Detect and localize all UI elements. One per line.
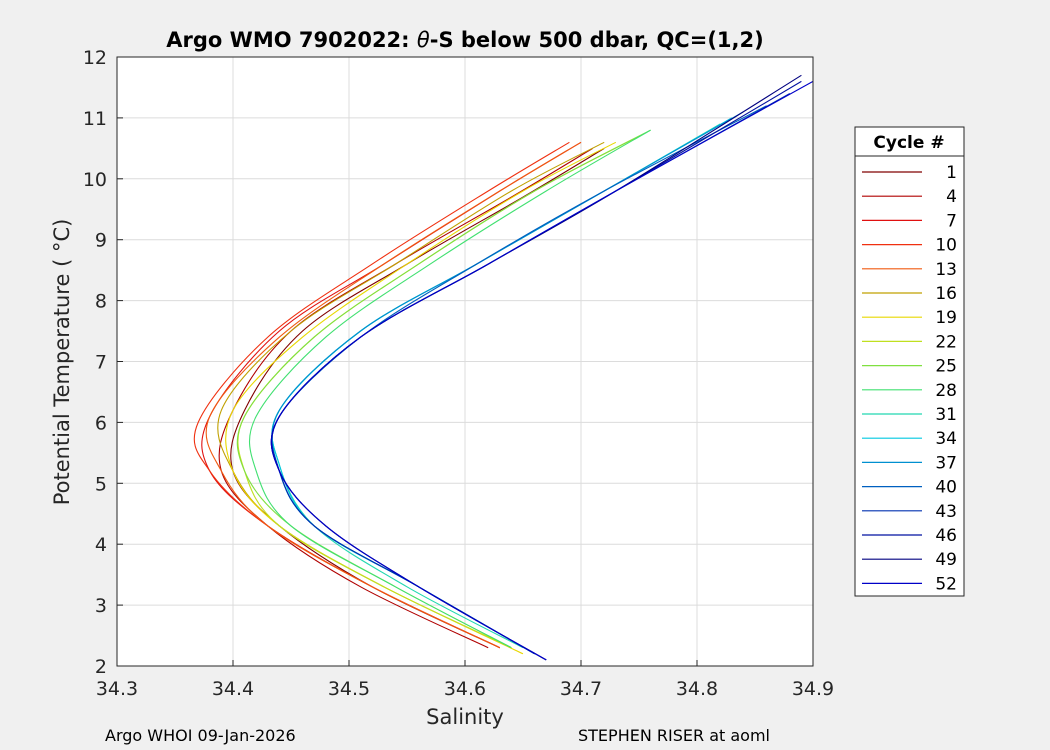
y-tick-label: 10 (83, 169, 107, 191)
legend: Cycle # 1 4 7 10 13 16 19 22 25 28 31 34 37 40 43 46 49 5… (854, 126, 965, 597)
legend-label-cycle-46: 46 (935, 526, 957, 546)
legend-label-cycle-43: 43 (935, 502, 957, 522)
legend-box (854, 126, 965, 597)
y-tick-label: 2 (95, 656, 107, 678)
y-axis-label: Potential Temperature ( °C) (50, 219, 74, 506)
x-axis-ticks: 34.3 34.4 34.5 34.6 34.7 34.8 34.9 (96, 660, 834, 700)
footer-right: STEPHEN RISER at aoml (578, 726, 770, 745)
legend-label-cycle-13: 13 (935, 260, 957, 280)
legend-label-cycle-37: 37 (935, 453, 957, 473)
x-tick-label: 34.4 (212, 678, 254, 700)
chart-title: Argo WMO 7902022: θ-S below 500 dbar, QC… (166, 28, 763, 52)
footer-left: Argo WHOI 09-Jan-2026 (105, 726, 296, 745)
y-tick-label: 7 (95, 352, 107, 374)
series-line-cycle-52 (270, 80, 814, 661)
legend-label-cycle-52: 52 (935, 574, 957, 594)
x-tick-label: 34.7 (560, 678, 602, 700)
y-tick-label: 4 (95, 534, 107, 556)
x-tick-label: 34.6 (444, 678, 486, 700)
profile-series (193, 74, 814, 661)
legend-label-cycle-40: 40 (935, 478, 957, 498)
series-line-cycle-13 (205, 141, 582, 649)
legend-label-cycle-16: 16 (935, 284, 957, 304)
y-tick-label: 5 (95, 473, 107, 495)
y-tick-label: 12 (83, 47, 107, 69)
y-tick-label: 9 (95, 230, 107, 252)
x-axis-label: Salinity (426, 705, 504, 729)
legend-label-cycle-19: 19 (935, 308, 957, 328)
legend-label-cycle-22: 22 (935, 332, 957, 352)
legend-label-cycle-31: 31 (935, 405, 957, 425)
x-tick-label: 34.8 (676, 678, 718, 700)
legend-label-cycle-7: 7 (946, 211, 957, 231)
x-tick-label: 34.5 (328, 678, 370, 700)
y-tick-label: 8 (95, 291, 107, 313)
y-axis-ticks: 2 3 4 5 6 7 8 9 10 11 12 (83, 47, 123, 678)
legend-label-cycle-34: 34 (935, 429, 957, 449)
series-line-cycle-1 (230, 147, 605, 649)
legend-label-cycle-28: 28 (935, 381, 957, 401)
x-tick-label: 34.3 (96, 678, 138, 700)
series-line-cycle-28 (249, 129, 651, 649)
y-tick-label: 11 (83, 108, 107, 130)
legend-label-cycle-4: 4 (946, 187, 957, 207)
y-tick-label: 6 (95, 412, 107, 434)
y-tick-label: 3 (95, 595, 107, 617)
legend-label-cycle-10: 10 (935, 236, 957, 256)
legend-label-cycle-25: 25 (935, 357, 957, 377)
legend-label-cycle-1: 1 (946, 163, 957, 183)
legend-title: Cycle # (873, 133, 944, 153)
legend-label-cycle-49: 49 (935, 550, 957, 570)
x-tick-label: 34.9 (792, 678, 834, 700)
